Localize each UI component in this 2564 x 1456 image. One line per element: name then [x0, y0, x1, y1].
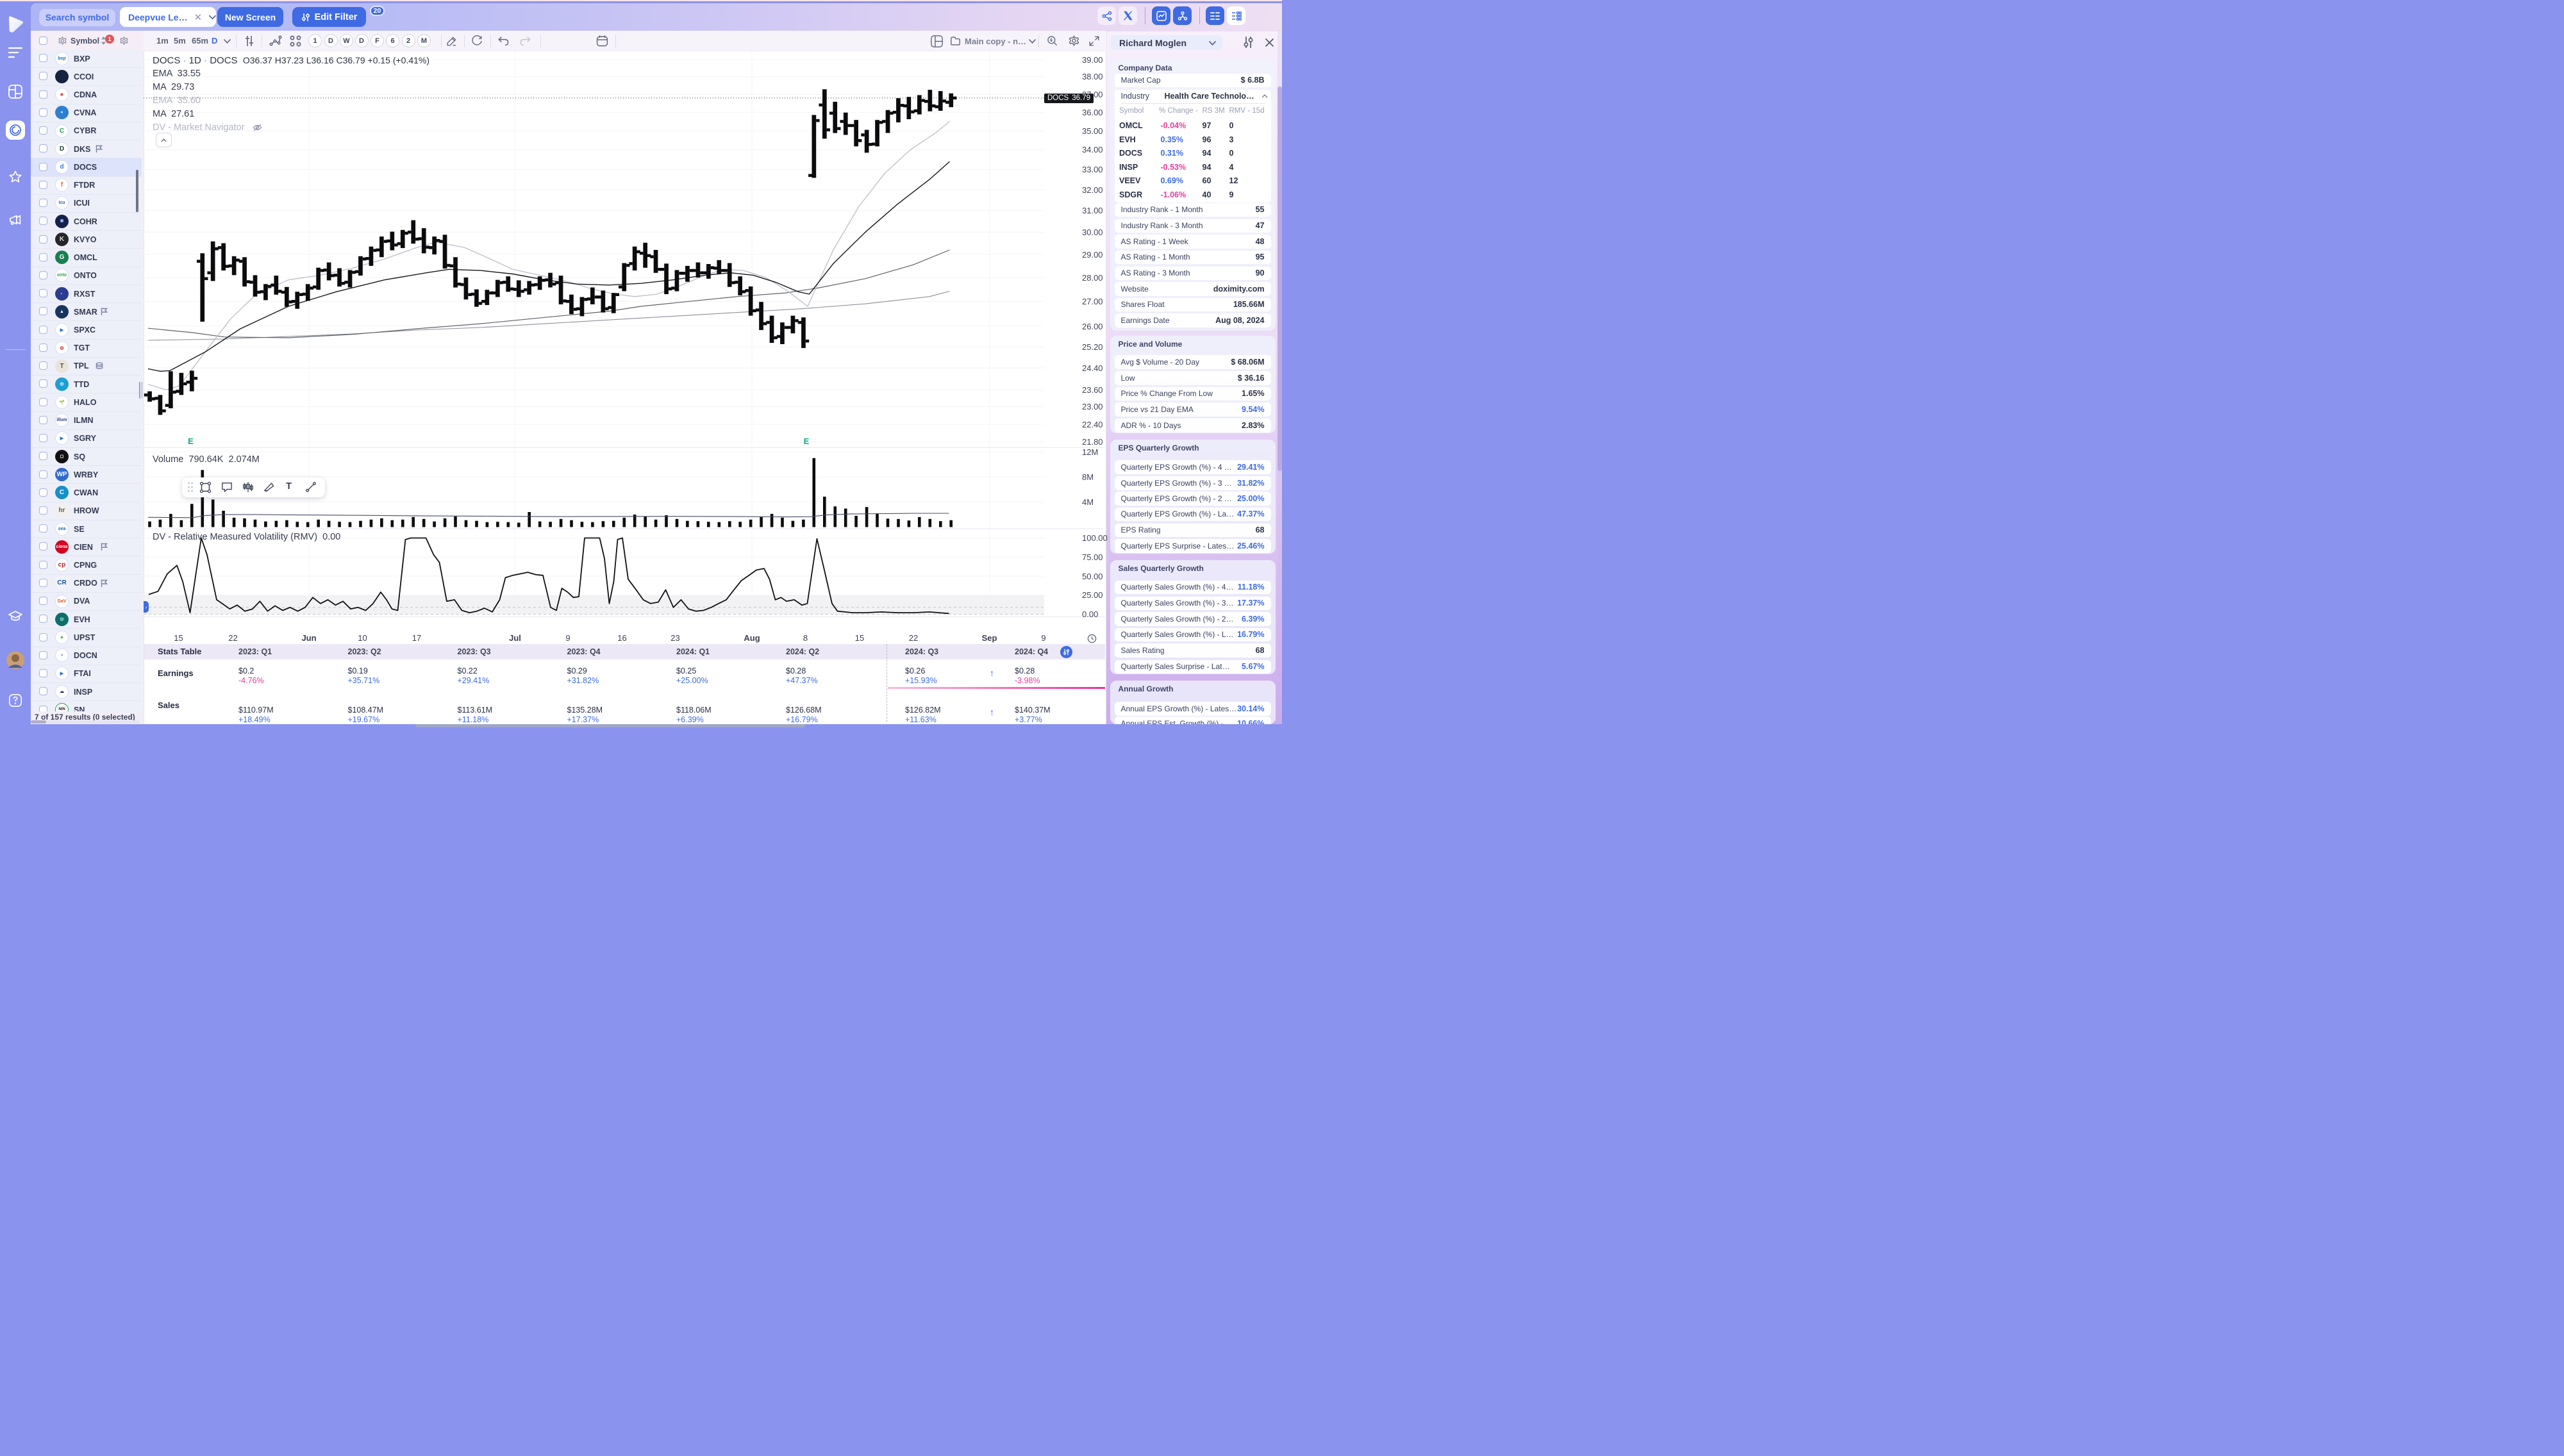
- svg-text:E: E: [804, 436, 810, 446]
- svg-text:E: E: [188, 436, 194, 446]
